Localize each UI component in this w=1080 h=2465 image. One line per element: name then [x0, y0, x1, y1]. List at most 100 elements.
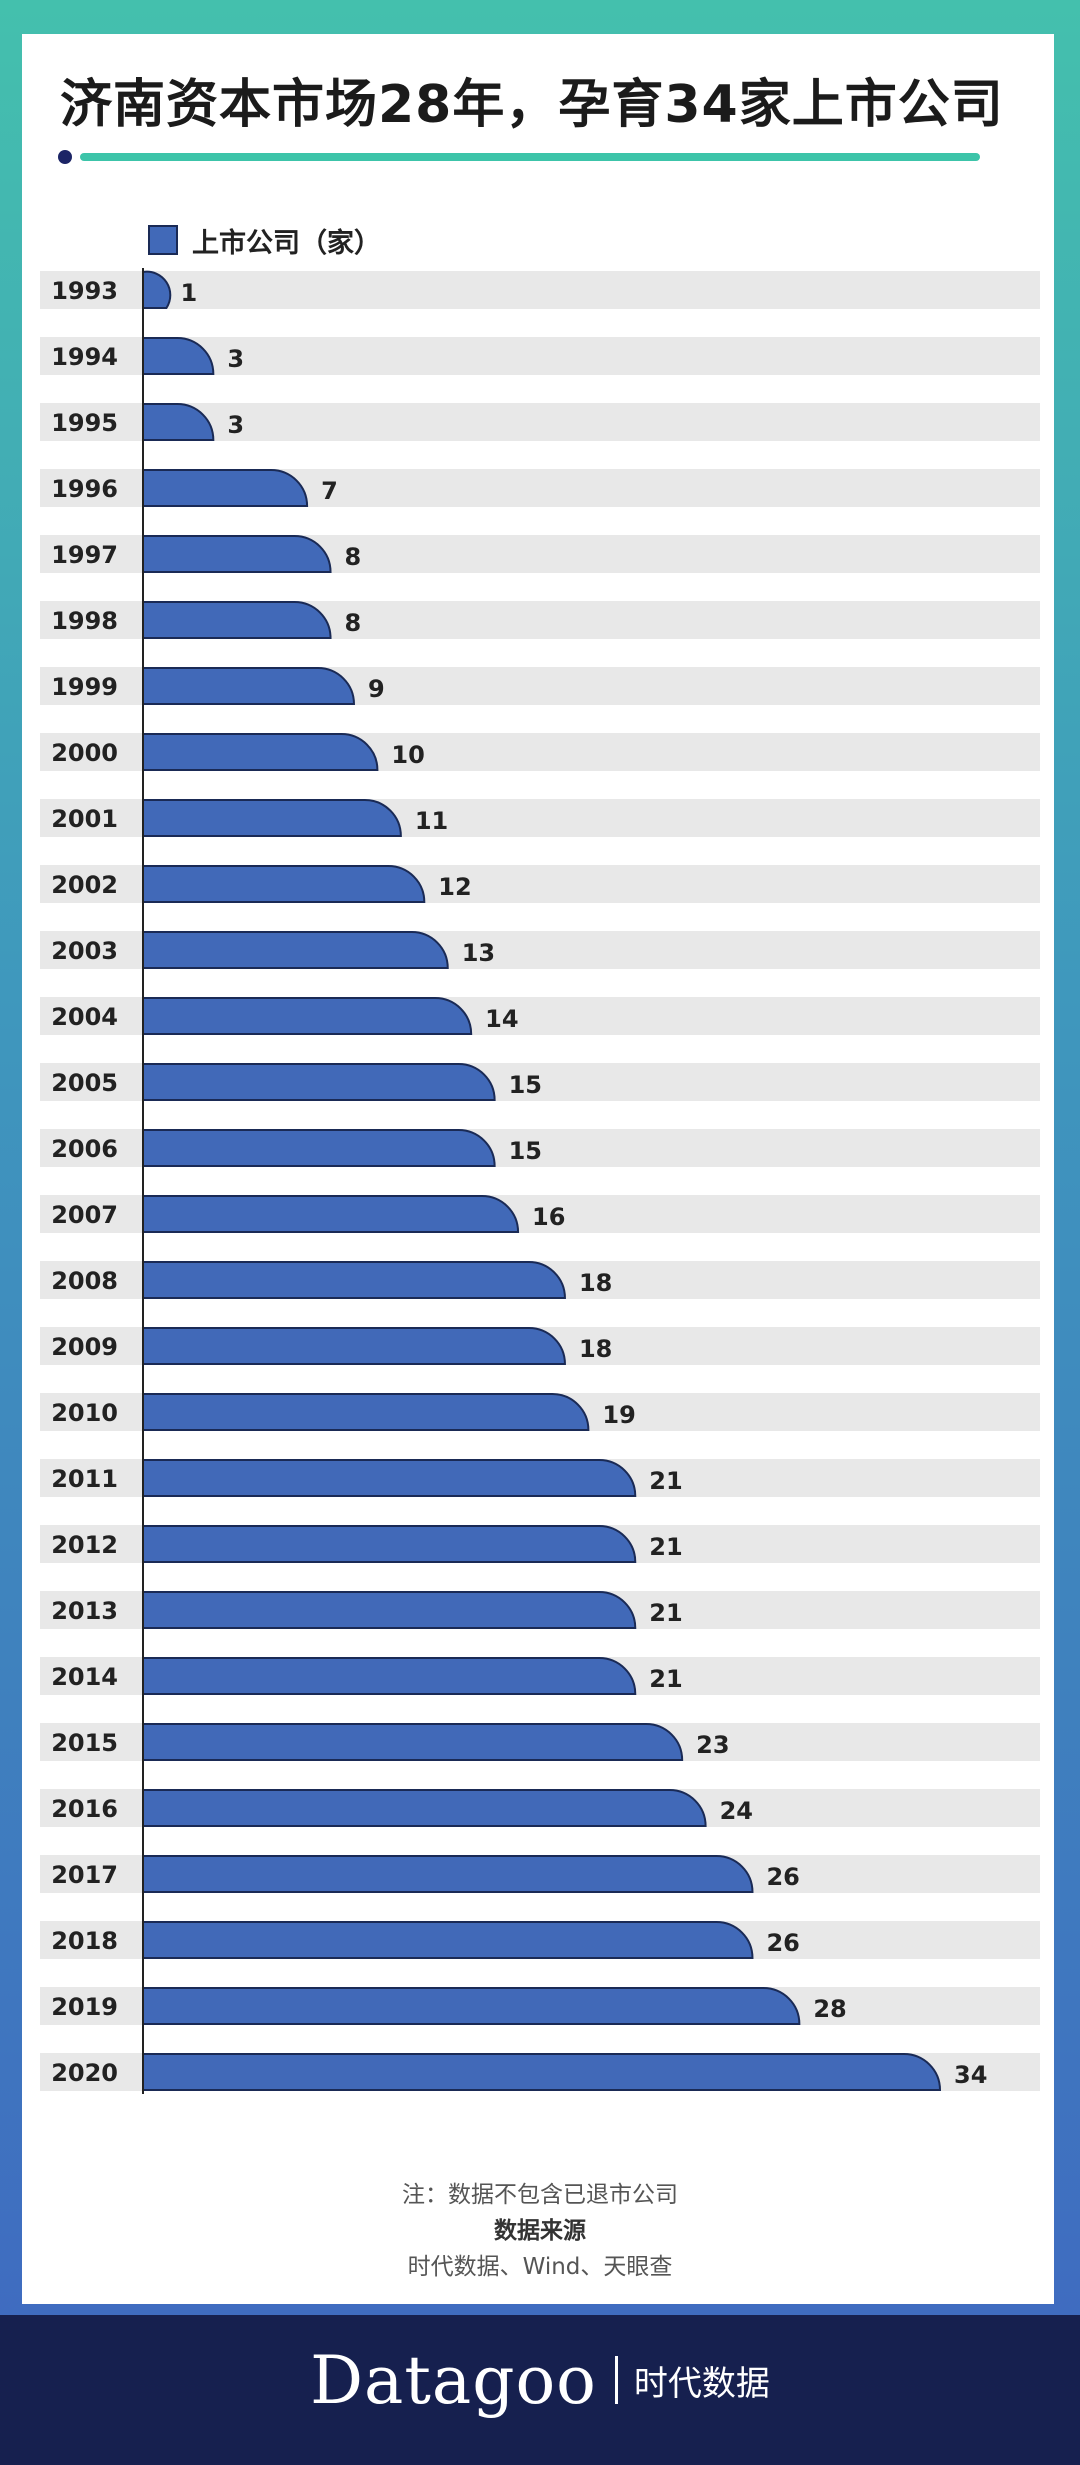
bar: [142, 1723, 684, 1761]
data-label: 21: [649, 1533, 682, 1561]
data-label: 9: [368, 675, 385, 703]
bar: [142, 1393, 590, 1431]
category-label: 1999: [51, 673, 118, 701]
source-text: 时代数据、Wind、天眼查: [407, 2254, 673, 2280]
data-label: 15: [509, 1071, 542, 1099]
category-label: 2009: [51, 1333, 118, 1361]
bar: [142, 931, 449, 969]
category-label: 2003: [51, 937, 118, 965]
data-label: 26: [766, 1929, 799, 1957]
brand-logo: Datagoo: [310, 2341, 597, 2419]
data-label: 10: [391, 741, 424, 769]
brand: Datagoo 时代数据: [0, 2340, 1080, 2420]
data-label: 21: [649, 1599, 682, 1627]
category-label: 2006: [51, 1135, 118, 1163]
category-label: 2012: [51, 1531, 118, 1559]
bar: [142, 667, 355, 705]
data-label: 11: [415, 807, 448, 835]
legend-label: 上市公司（家）: [192, 227, 381, 259]
data-label: 28: [813, 1995, 846, 2023]
data-label: 34: [954, 2061, 987, 2089]
category-label: 2005: [51, 1069, 118, 1097]
category-label: 2000: [51, 739, 118, 767]
data-label: 15: [509, 1137, 542, 1165]
bar: [142, 469, 309, 507]
category-label: 2007: [51, 1201, 118, 1229]
category-label: 2016: [51, 1795, 118, 1823]
bar: [142, 1063, 496, 1101]
data-label: 14: [485, 1005, 518, 1033]
bar: [142, 799, 402, 837]
bar: [142, 1129, 496, 1167]
bar: [142, 1591, 637, 1629]
category-label: 2015: [51, 1729, 118, 1757]
data-label: 3: [227, 345, 244, 373]
category-label: 2008: [51, 1267, 118, 1295]
data-label: 19: [602, 1401, 635, 1429]
category-label: 2019: [51, 1993, 118, 2021]
bar: [142, 1657, 637, 1695]
category-label: 2002: [51, 871, 118, 899]
data-label: 26: [766, 1863, 799, 1891]
bar: [142, 337, 215, 375]
category-label: 1996: [51, 475, 118, 503]
bar: [142, 997, 473, 1035]
bar: [142, 1195, 520, 1233]
notes: 注：数据不包含已退市公司 数据来源 时代数据、Wind、天眼查: [0, 2180, 1080, 2288]
category-label: 2014: [51, 1663, 118, 1691]
bar: [142, 1261, 566, 1299]
data-label: 18: [579, 1269, 612, 1297]
bar: [142, 865, 426, 903]
bar: [142, 1327, 566, 1365]
bar: [142, 1855, 754, 1893]
bar: [142, 403, 215, 441]
row-band: [40, 271, 1040, 309]
data-label: 1: [180, 279, 197, 307]
category-label: 2010: [51, 1399, 118, 1427]
category-label: 2020: [51, 2059, 118, 2087]
category-label: 1994: [51, 343, 118, 371]
bar: [142, 1789, 707, 1827]
legend-swatch: [148, 225, 178, 255]
data-label: 12: [438, 873, 471, 901]
footer: [0, 2315, 1080, 2465]
bar: [142, 535, 332, 573]
note-text: 注：数据不包含已退市公司: [402, 2182, 678, 2208]
category-label: 1997: [51, 541, 118, 569]
page-title: 济南资本市场28年，孕育34家上市公司: [60, 75, 1004, 135]
bar-chart: 1993 1 1994 3 1995 3 1996 7 1997 8 1998 8 1999 9 2000 1…: [40, 268, 1040, 2094]
title-rule: [80, 153, 980, 161]
category-label: 2004: [51, 1003, 118, 1031]
data-label: 8: [345, 543, 362, 571]
data-label: 23: [696, 1731, 729, 1759]
bar: [142, 1921, 754, 1959]
source-title: 数据来源: [494, 2218, 586, 2244]
bar: [142, 733, 379, 771]
data-label: 7: [321, 477, 338, 505]
data-label: 21: [649, 1665, 682, 1693]
data-label: 3: [227, 411, 244, 439]
bar: [142, 2053, 942, 2091]
data-label: 13: [462, 939, 495, 967]
category-label: 2011: [51, 1465, 118, 1493]
category-label: 2013: [51, 1597, 118, 1625]
category-label: 2001: [51, 805, 118, 833]
brand-divider: [614, 2356, 618, 2404]
bar: [142, 1987, 801, 2025]
brand-name: 时代数据: [633, 2363, 770, 2404]
data-label: 8: [345, 609, 362, 637]
data-label: 16: [532, 1203, 565, 1231]
data-label: 24: [720, 1797, 753, 1825]
bar: [142, 270, 172, 309]
category-label: 2017: [51, 1861, 118, 1889]
category-label: 1993: [51, 277, 118, 305]
title-dot: [58, 150, 72, 164]
category-label: 2018: [51, 1927, 118, 1955]
legend: 上市公司（家）: [148, 222, 381, 259]
category-label: 1998: [51, 607, 118, 635]
bar: [142, 601, 332, 639]
data-label: 21: [649, 1467, 682, 1495]
category-label: 1995: [51, 409, 118, 437]
data-label: 18: [579, 1335, 612, 1363]
bar: [142, 1459, 637, 1497]
